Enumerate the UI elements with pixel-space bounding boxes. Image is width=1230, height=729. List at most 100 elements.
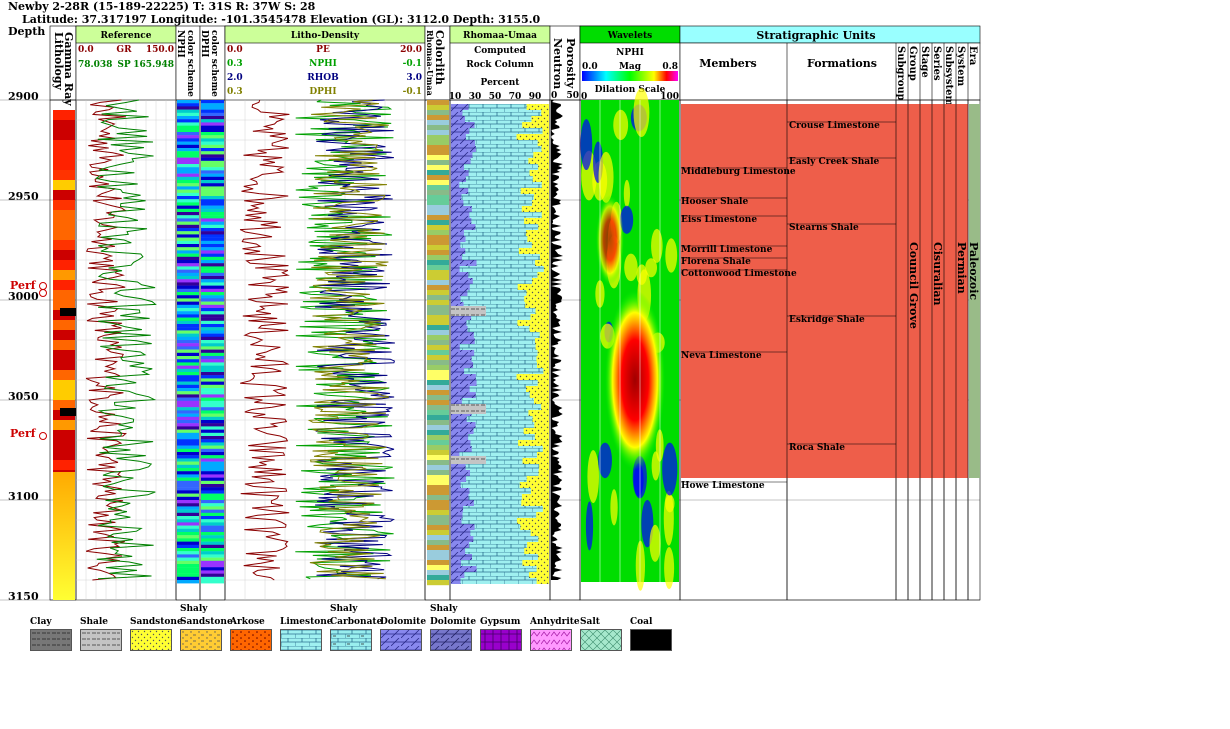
nphi-color-band [177, 125, 199, 129]
rock-sandstone [519, 482, 549, 488]
gamma-ray-band [53, 110, 75, 120]
legend-swatch [580, 629, 622, 651]
colorlith-band [427, 355, 449, 361]
wavelet-blob [598, 442, 612, 479]
nphi-color-band [177, 391, 199, 395]
nphi-color-band [177, 240, 199, 245]
gamma-ray-band [53, 210, 75, 220]
dphi-color-band [201, 426, 224, 430]
nphi-color-band [177, 317, 199, 321]
dphi-color-band [201, 567, 224, 571]
colorlith-band [427, 445, 449, 451]
rock-sandstone [542, 446, 549, 452]
nphi-color-band [177, 410, 199, 414]
rock-sandstone [518, 248, 549, 254]
colorlith-band [427, 435, 449, 441]
rock-dolomite [451, 128, 470, 134]
dphi-color-band [201, 522, 224, 526]
colorlith-band [427, 455, 449, 461]
rock-sandstone [537, 554, 549, 560]
nphi-color-band [177, 202, 199, 206]
colorlith-band [427, 555, 449, 561]
rock-sandstone [541, 182, 549, 188]
nphi-color-band [177, 234, 199, 238]
dphi-color-band [201, 439, 224, 443]
rock-sandstone [526, 290, 549, 296]
nphi-color-band [177, 304, 199, 309]
nphi-color-band [177, 116, 199, 120]
rock-dolomite [451, 356, 472, 362]
legend-label: Gypsum [480, 617, 521, 627]
rock-dolomite [451, 362, 474, 368]
rock-sandstone [528, 158, 549, 164]
nphi-color-band [177, 228, 199, 232]
nphi-max: -0.1 [403, 59, 422, 69]
wavelet-blob [613, 109, 629, 141]
dphi-color-band [201, 484, 224, 488]
nphi-color-band [177, 183, 199, 187]
dphi-color-band [201, 330, 224, 334]
rock-tick-label: 10 [449, 92, 462, 102]
neutron-sub: Porosity [564, 38, 577, 89]
rock-dolomite [451, 230, 464, 236]
nphi-color-band [177, 378, 199, 382]
colorlith-band [427, 305, 449, 311]
nphi-color-band [177, 400, 199, 405]
nphi-color-band [177, 567, 199, 571]
nphi-color-band [177, 218, 199, 222]
nphi-color-band [177, 359, 199, 363]
dphi-color-band [201, 288, 224, 293]
rock-dolomite [451, 266, 460, 272]
rock-dolomite [451, 446, 472, 452]
nphi-color-band [177, 340, 199, 344]
rock-dolomite [451, 434, 469, 440]
dphi-color-band [201, 157, 224, 161]
nphi-color-band [177, 528, 199, 533]
formation-label: Eskridge Shale [789, 315, 865, 325]
gamma-ray-band [53, 260, 75, 270]
nphi-color-band [177, 311, 199, 315]
colorlith-band [427, 220, 449, 226]
neutron-min: 0 [551, 91, 557, 101]
rock-dolomite [451, 374, 476, 380]
colorlith-band [427, 110, 449, 116]
legend-swatch [30, 629, 72, 651]
rock-sandstone [527, 542, 549, 548]
sp-max: 165.948 [133, 60, 174, 70]
coal-band [60, 408, 76, 416]
formation-label: Crouse Limestone [789, 121, 880, 131]
rock-dolomite [451, 194, 462, 200]
colorlith-sub: Rhomaa-Umaa [425, 30, 435, 96]
wavelet-blob [662, 442, 678, 496]
dphi-color-band [201, 413, 224, 417]
dphi-color-band [201, 196, 224, 200]
dphi-color-band [201, 391, 224, 395]
rock-dolomite [451, 440, 471, 446]
nphi-color-band [177, 279, 199, 283]
nphi-color-band [177, 512, 199, 517]
dphi-color-band [201, 512, 224, 517]
legend-label: Coal [630, 617, 653, 627]
colorlith-band [427, 330, 449, 336]
nphi-color-band [177, 231, 199, 235]
rock-percent-ticks: 10 30 50 70 90 [449, 92, 542, 102]
well-header-line1: Newby 2-28R (15-189-22225) T: 31S R: 37W… [8, 0, 316, 13]
dphi-color-band [201, 487, 224, 491]
rock-sandstone [537, 380, 549, 386]
nphi-color-band [177, 496, 199, 501]
rock-dolomite [451, 146, 476, 152]
colorlith-band [427, 180, 449, 186]
nphi-color-band [177, 119, 199, 123]
colorlith-band [427, 505, 449, 511]
nphi-color-band [177, 266, 199, 270]
colorlith-band [427, 530, 449, 536]
nphi-color-band [177, 148, 199, 152]
legend-label: Clay [30, 617, 52, 627]
colorlith-band [427, 410, 449, 416]
nphi-color-band [177, 250, 199, 254]
gamma-ray-band [53, 280, 75, 290]
nphi-color-band [177, 170, 199, 174]
depth-title: Depth [8, 25, 45, 38]
nphi-color-band [177, 263, 199, 267]
wavelets-mag: Mag [619, 62, 642, 72]
